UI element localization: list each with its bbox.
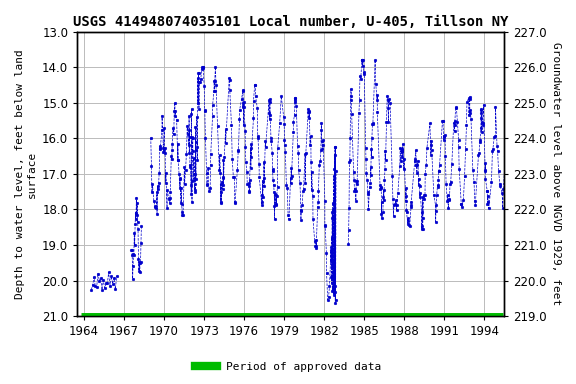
Y-axis label: Groundwater level above NGVD 1929, feet: Groundwater level above NGVD 1929, feet xyxy=(551,42,561,306)
Y-axis label: Depth to water level, feet below land
surface: Depth to water level, feet below land su… xyxy=(15,49,37,299)
Title: USGS 414948074035101 Local number, U-405, Tillson NY: USGS 414948074035101 Local number, U-405… xyxy=(73,15,509,29)
Legend: Period of approved data: Period of approved data xyxy=(191,358,385,377)
